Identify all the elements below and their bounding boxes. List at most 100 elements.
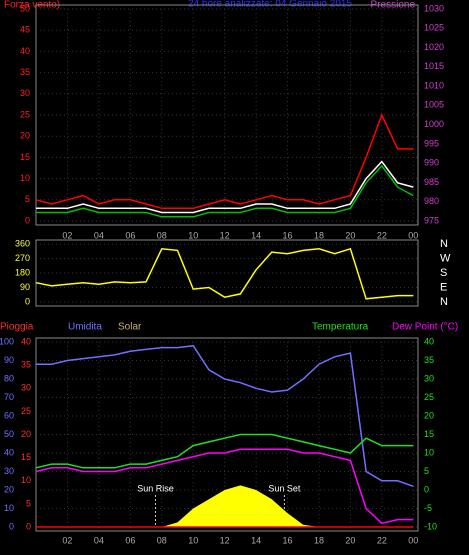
x-tick-label: 20 <box>345 535 355 545</box>
x-tick-label: 12 <box>220 535 230 545</box>
x-tick-label: 00 <box>408 230 418 240</box>
y2-tick-label: 1005 <box>424 100 444 110</box>
area <box>36 485 414 527</box>
y-tick-label: 10 <box>20 173 30 183</box>
y3-tick-label: 0 <box>424 484 429 494</box>
x-tick-label: 14 <box>251 230 261 240</box>
x-tick-label: 14 <box>251 535 261 545</box>
y-tick-label: 180 <box>15 267 30 277</box>
y3-tick-label: 20 <box>424 410 434 420</box>
y-tick-label: 20 <box>20 131 30 141</box>
y2-tick-label: E <box>440 281 447 293</box>
y3-tick-label: 5 <box>424 466 429 476</box>
y-tick-label: 100 <box>0 336 14 346</box>
y-tick-label: 40 <box>4 447 14 457</box>
y3-tick-label: -5 <box>424 503 432 513</box>
y2-tick-label: 1020 <box>424 42 444 52</box>
x-tick-label: 04 <box>94 230 104 240</box>
wind-label: Forza vento) <box>4 0 60 11</box>
y2-tick-label: 995 <box>424 138 439 148</box>
y2-tick-label: S <box>440 267 447 279</box>
x-tick-label: 22 <box>377 535 387 545</box>
y-tick-label: 30 <box>4 466 14 476</box>
series-line <box>35 433 414 469</box>
x-tick-label: 18 <box>314 535 324 545</box>
y2-tick-label: 35 <box>21 360 31 370</box>
dew-point-label: Dew Point (°C) <box>392 322 458 333</box>
y2-tick-label: 15 <box>21 452 31 462</box>
x-tick-label: 10 <box>188 230 198 240</box>
y-tick-label: 30 <box>20 88 30 98</box>
y2-tick-label: 1000 <box>424 119 444 129</box>
y-tick-label: 20 <box>4 484 14 494</box>
y-tick-label: 50 <box>20 3 30 13</box>
y2-tick-label: 1015 <box>424 61 444 71</box>
series-line <box>36 344 414 488</box>
x-tick-label: 02 <box>62 535 72 545</box>
y-tick-label: 360 <box>15 238 30 248</box>
y-tick-label: 0 <box>9 521 14 531</box>
y-tick-label: 60 <box>4 410 14 420</box>
y-tick-label: 10 <box>4 503 14 513</box>
x-tick-label: 16 <box>283 230 293 240</box>
y3-tick-label: 25 <box>424 392 434 402</box>
y-tick-label: 90 <box>4 355 14 365</box>
y-tick-label: 0 <box>25 215 30 225</box>
y2-tick-label: 20 <box>21 429 31 439</box>
x-tick-label: 22 <box>377 230 387 240</box>
x-tick-label: 08 <box>157 535 167 545</box>
y3-tick-label: 10 <box>424 447 434 457</box>
y2-tick-label: 1025 <box>424 23 444 33</box>
y2-tick-label: 10 <box>21 475 31 485</box>
y2-tick-label: 40 <box>21 336 31 346</box>
y2-tick-label: 5 <box>26 498 31 508</box>
y-tick-label: 45 <box>20 25 30 35</box>
y-tick-label: 25 <box>20 109 30 119</box>
y-tick-label: 70 <box>4 392 14 402</box>
y-tick-label: 35 <box>20 67 30 77</box>
temperature-label: Temperatura <box>312 322 369 333</box>
x-tick-label: 10 <box>188 535 198 545</box>
y3-tick-label: 30 <box>424 373 434 383</box>
y-tick-label: 80 <box>4 373 14 383</box>
y3-tick-label: 15 <box>424 429 434 439</box>
solar-label: Solar <box>118 322 142 333</box>
series-line <box>35 247 414 300</box>
series-line <box>36 164 414 218</box>
series-line <box>35 448 414 525</box>
y-tick-label: 50 <box>4 429 14 439</box>
x-tick-label: 08 <box>157 230 167 240</box>
y-tick-label: 270 <box>15 253 30 263</box>
x-tick-label: 00 <box>408 535 418 545</box>
y2-tick-label: 975 <box>424 215 439 225</box>
annotation: Sun Set <box>268 483 301 493</box>
x-tick-label: 02 <box>62 230 72 240</box>
x-tick-label: 16 <box>283 535 293 545</box>
x-tick-label: 06 <box>125 230 135 240</box>
y-tick-label: 0 <box>25 296 30 306</box>
y2-tick-label: 1010 <box>424 80 444 90</box>
x-tick-label: 12 <box>220 230 230 240</box>
rain-label: Pioggia <box>0 322 34 333</box>
y2-tick-label: 985 <box>424 177 439 187</box>
y2-tick-label: 990 <box>424 158 439 168</box>
y3-tick-label: 40 <box>424 336 434 346</box>
y-tick-label: 5 <box>25 194 30 204</box>
y2-tick-label: W <box>440 252 451 264</box>
x-tick-label: 06 <box>125 535 135 545</box>
y2-tick-label: 1030 <box>424 3 444 13</box>
y2-tick-label: 980 <box>424 196 439 206</box>
y3-tick-label: 35 <box>424 355 434 365</box>
x-tick-label: 18 <box>314 230 324 240</box>
y3-tick-label: -10 <box>424 521 437 531</box>
y-tick-label: 90 <box>20 282 30 292</box>
y2-tick-label: N <box>440 238 448 250</box>
y2-tick-label: 25 <box>21 406 31 416</box>
y2-tick-label: 0 <box>26 521 31 531</box>
series-line <box>36 160 414 214</box>
y-tick-label: 40 <box>20 46 30 56</box>
x-tick-label: 20 <box>345 230 355 240</box>
y2-tick-label: N <box>440 296 448 308</box>
